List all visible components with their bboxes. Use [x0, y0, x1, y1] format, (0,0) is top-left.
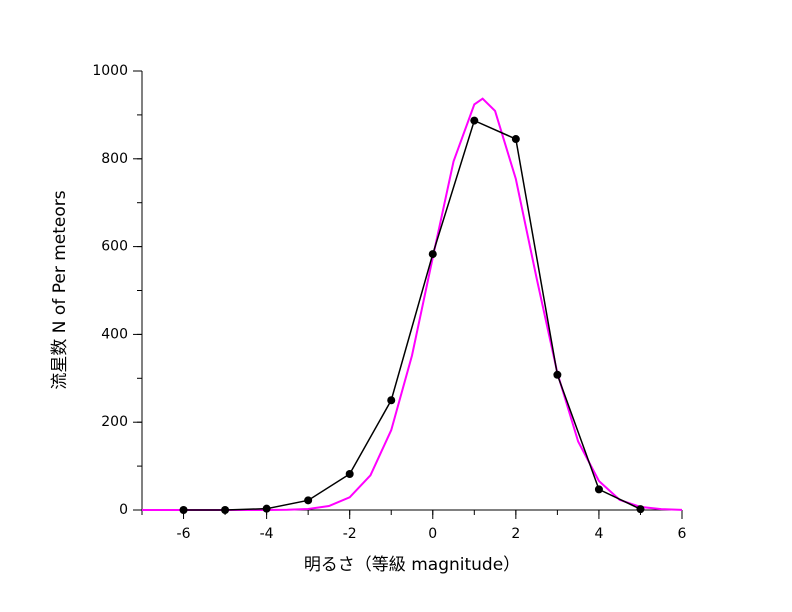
y-tick-label: 200 [101, 414, 128, 430]
data-point [345, 470, 354, 479]
data-line [142, 97, 683, 511]
y-tick-label: 1000 [92, 63, 128, 79]
x-tick-label: -6 [177, 526, 191, 542]
y-tick-label: 400 [101, 326, 128, 342]
y-tick-label: 0 [119, 502, 128, 518]
x-axis-label: 明るさ（等級 magnitude） [304, 555, 520, 575]
data-point [387, 396, 396, 405]
data-line [183, 119, 641, 511]
data-point [553, 370, 562, 379]
data-point [428, 250, 437, 259]
data-point [470, 116, 479, 125]
y-tick-label: 600 [101, 239, 128, 255]
y-tick-label: 800 [101, 151, 128, 167]
x-tick-label: 4 [594, 526, 603, 542]
data-point [262, 504, 271, 513]
x-tick-label: -4 [260, 526, 274, 542]
x-tick-label: 0 [428, 526, 437, 542]
x-tick-label: 6 [678, 526, 687, 542]
data-point [594, 485, 603, 494]
x-tick-label: -2 [343, 526, 357, 542]
y-axis-label: 流星数 N of Per meteors [50, 190, 70, 389]
x-tick-label: 2 [511, 526, 520, 542]
data-point [636, 505, 645, 514]
data-point [304, 496, 313, 505]
data-point [511, 135, 520, 144]
data-point [221, 506, 230, 514]
data-point [179, 506, 188, 514]
